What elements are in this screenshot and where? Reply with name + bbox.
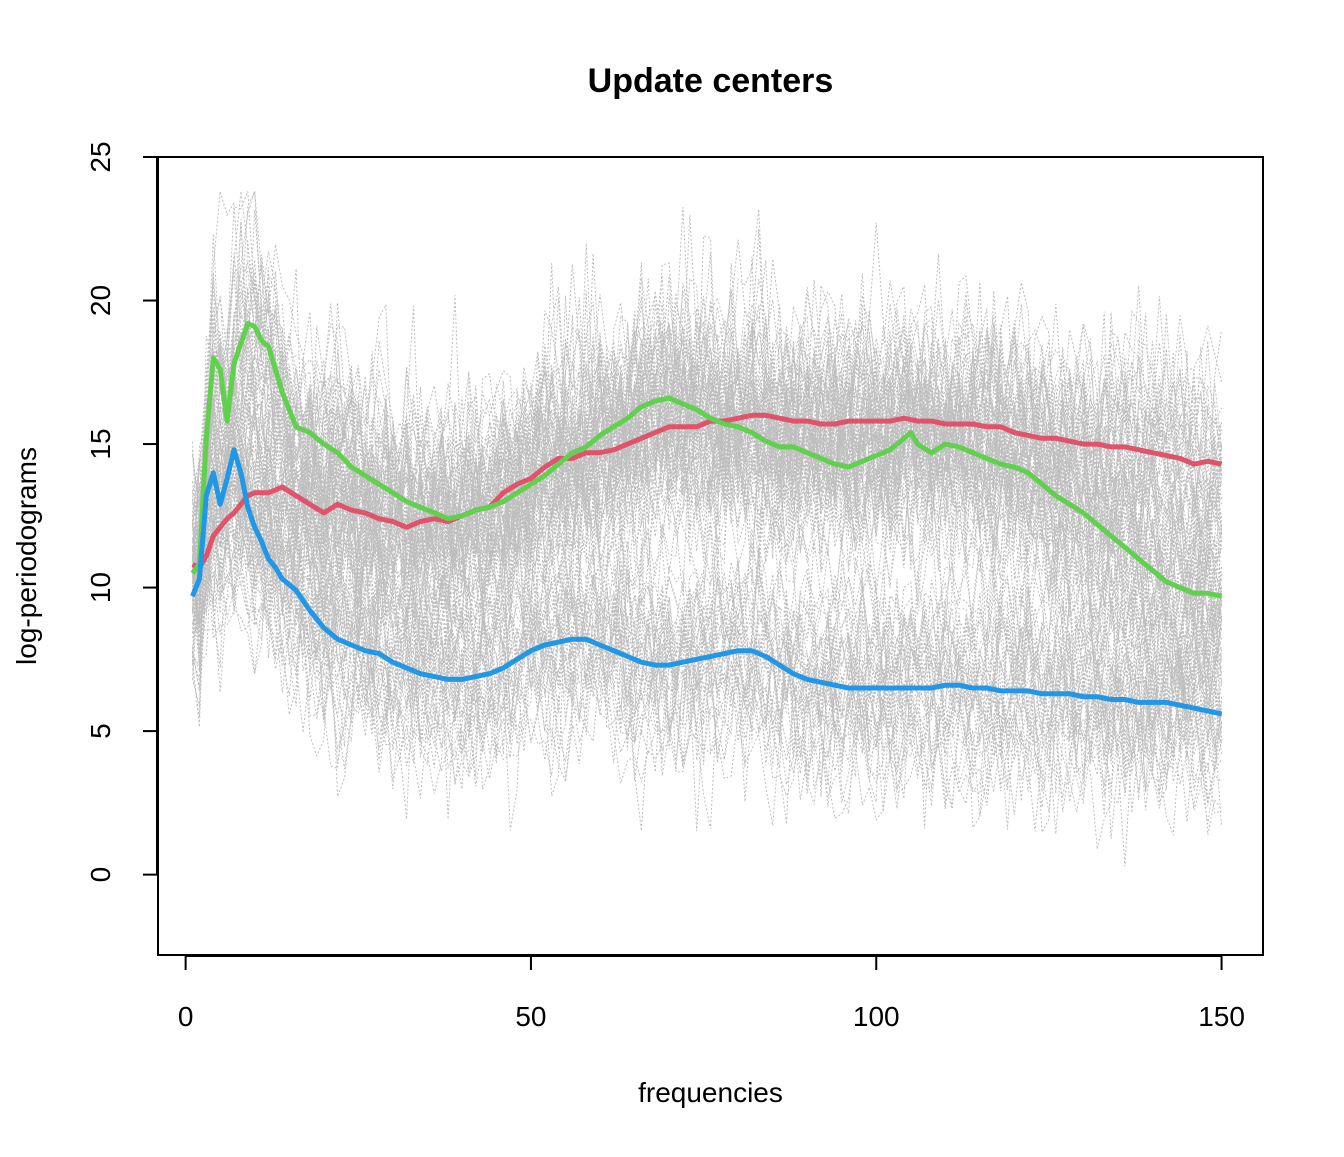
center-series-group xyxy=(190,321,1223,717)
background-curve xyxy=(192,409,1223,623)
background-curve xyxy=(192,282,1222,658)
background-curve xyxy=(192,436,1223,850)
background-curve xyxy=(192,444,1223,790)
x-axis-label: frequencies xyxy=(638,1077,783,1108)
background-curve xyxy=(192,394,1223,793)
background-curve xyxy=(192,402,1223,809)
background-series-group xyxy=(192,191,1223,867)
background-curve xyxy=(192,299,1223,562)
background-curve xyxy=(192,469,1223,781)
y-axis: 0 5 10 15 20 25 xyxy=(85,141,158,883)
background-curve xyxy=(192,398,1223,812)
background-curve xyxy=(192,387,1223,808)
background-curve xyxy=(192,411,1223,713)
background-curve xyxy=(192,272,1222,719)
background-curve xyxy=(192,544,1222,836)
background-curve xyxy=(192,356,1223,691)
background-curve xyxy=(192,405,1223,635)
x-tick-label: 150 xyxy=(1198,1001,1245,1032)
background-curve xyxy=(192,279,1223,614)
background-curve xyxy=(192,326,1223,752)
center-series-1 xyxy=(191,412,1223,570)
y-tick-label: 20 xyxy=(85,285,116,316)
background-curve xyxy=(192,326,1223,577)
center-series-2 xyxy=(190,321,1223,599)
background-curve xyxy=(192,209,1223,721)
y-tick-label: 15 xyxy=(85,428,116,459)
background-curve xyxy=(192,209,1223,630)
background-curve xyxy=(192,302,1222,629)
background-curve xyxy=(192,260,1222,599)
background-curve xyxy=(192,254,1223,624)
background-curve xyxy=(192,322,1223,550)
background-curve xyxy=(192,406,1223,816)
background-curve xyxy=(192,252,1223,596)
x-tick-label: 50 xyxy=(515,1001,546,1032)
background-curve xyxy=(192,359,1223,835)
background-curve xyxy=(192,277,1223,639)
background-curve xyxy=(192,393,1223,832)
background-curve xyxy=(192,394,1223,633)
background-curve xyxy=(192,222,1223,708)
background-curve xyxy=(192,222,1223,643)
background-curve xyxy=(192,293,1223,680)
background-curve xyxy=(192,287,1223,756)
background-curve xyxy=(192,440,1223,814)
background-curve xyxy=(192,292,1223,660)
background-curve xyxy=(192,402,1223,631)
background-curve xyxy=(192,427,1223,815)
y-tick-label: 5 xyxy=(85,723,116,739)
background-curve xyxy=(192,436,1222,825)
background-curve xyxy=(192,348,1223,672)
background-curve xyxy=(192,411,1222,718)
x-axis: 0 50 100 150 xyxy=(178,955,1245,1032)
x-tick-label: 0 xyxy=(178,1001,194,1032)
center-series-3 xyxy=(190,447,1223,717)
background-curve xyxy=(192,406,1223,761)
y-tick-label: 0 xyxy=(85,867,116,883)
background-curve xyxy=(192,338,1223,656)
background-curve xyxy=(192,410,1223,780)
x-tick-label: 100 xyxy=(853,1001,900,1032)
y-tick-label: 10 xyxy=(85,572,116,603)
y-axis-label: log-periodograms xyxy=(11,447,42,665)
y-tick-label: 25 xyxy=(85,141,116,172)
chart-title: Update centers xyxy=(588,62,834,100)
background-curve xyxy=(192,191,1223,626)
background-curve xyxy=(192,244,1223,657)
background-curve xyxy=(192,284,1223,640)
background-curve xyxy=(192,377,1223,691)
